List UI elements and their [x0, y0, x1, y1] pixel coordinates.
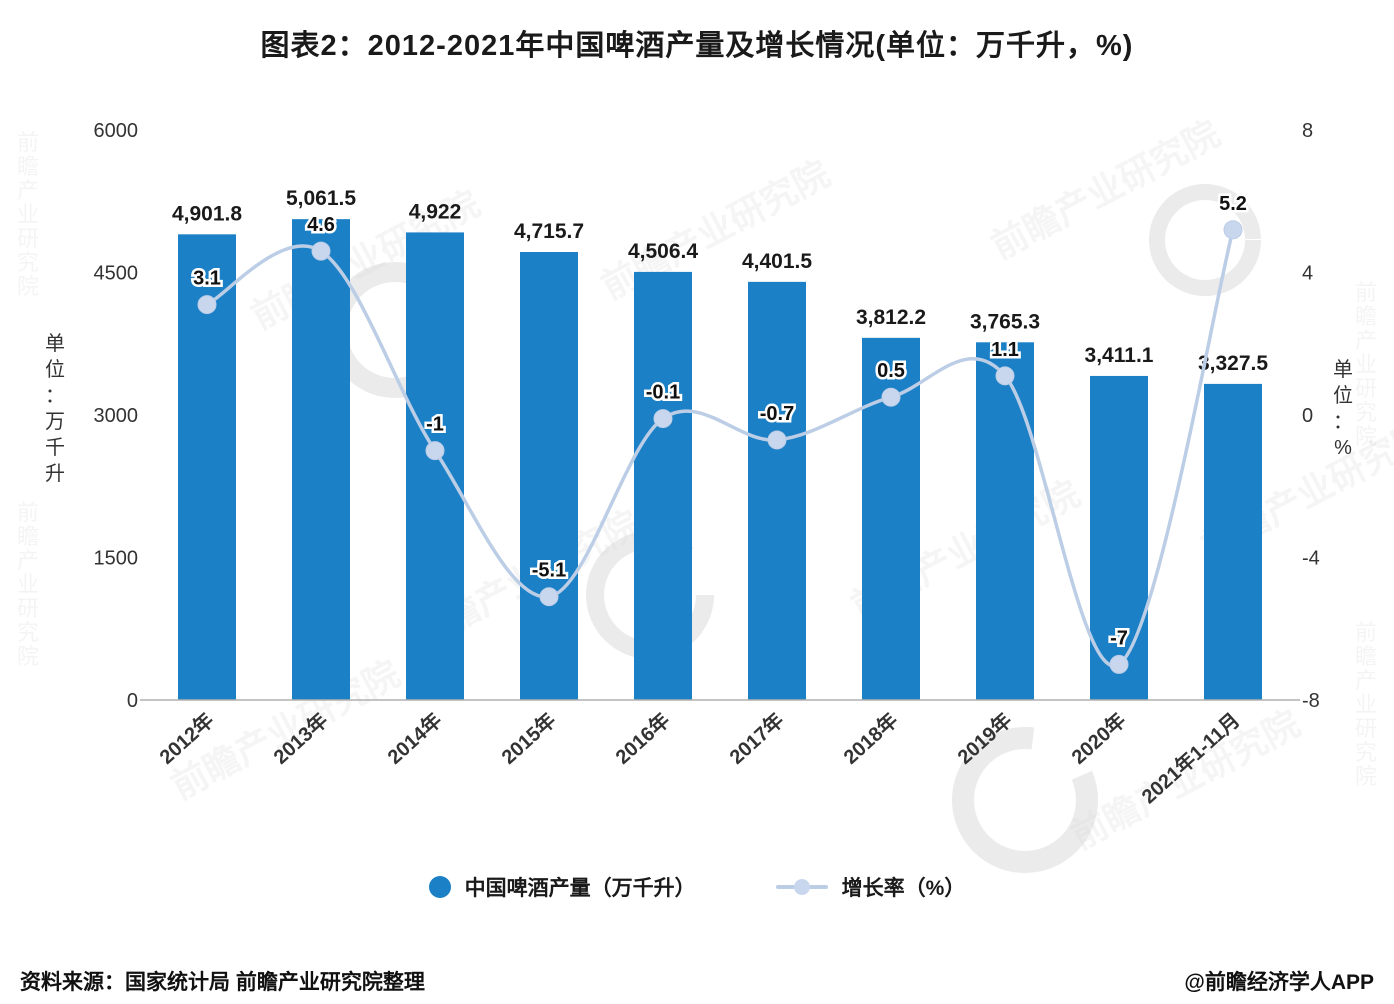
- bar: [976, 342, 1034, 700]
- line-value-label: 0.5: [877, 360, 905, 382]
- right-axis-tick-label: -8: [1302, 690, 1320, 712]
- left-axis-tick-label: 6000: [94, 120, 139, 142]
- bar-series: 4,901.8 5,061.5 4,922 4,715.7 4,506.4 4,401.5…: [172, 187, 1268, 701]
- x-axis-tick-label: 2018年: [838, 708, 902, 769]
- footer: 资料来源：国家统计局 前瞻产业研究院整理 @前瞻经济学人APP: [0, 966, 1394, 996]
- watermark-text: 前瞻产业研究院: [1355, 620, 1377, 789]
- line-value-label: -7: [1110, 627, 1128, 649]
- line-series-swatch-icon: [775, 879, 828, 895]
- bar: [520, 252, 578, 701]
- line-value-label: 1.1: [991, 339, 1019, 361]
- watermark-text: 前瞻产业研究院: [17, 500, 39, 669]
- right-axis-tick-label: -4: [1302, 548, 1320, 570]
- line-value-label: -5.1: [532, 560, 566, 582]
- left-axis-tick-label: 0: [127, 690, 138, 712]
- bar: [1090, 375, 1148, 700]
- line-point: [311, 241, 331, 261]
- left-axis-tick-label: 1500: [94, 548, 139, 570]
- line-value-label: -0.1: [646, 382, 680, 404]
- line-value-label: -0.7: [760, 403, 794, 425]
- line-value-label: -1: [426, 414, 444, 436]
- bar-series-swatch-icon: [428, 876, 451, 898]
- watermark-text: 前瞻产业研究院: [1355, 280, 1377, 449]
- watermark-logo-icon: [952, 727, 1098, 873]
- right-axis-tick-label: 0: [1302, 405, 1313, 427]
- right-axis-title: 单位：%: [1333, 358, 1353, 459]
- bar-value-label: 3,765.3: [970, 310, 1040, 333]
- legend: 中国啤酒产量（万千升） 增长率（%）: [0, 872, 1394, 902]
- line-marker-icon: [793, 879, 810, 895]
- left-axis-tick-label: 3000: [94, 405, 139, 427]
- line-series: 3.1 4.6 -1 -5.1 -0.1 -0.7 0.5 1.1 -7 5.2: [191, 190, 1249, 674]
- line-value-label: 4.6: [307, 214, 335, 236]
- legend-item-production: 中国啤酒产量（万千升）: [428, 872, 696, 902]
- x-axis-tick-label: 2014年: [382, 708, 446, 769]
- bar-value-label: 4,506.4: [628, 240, 698, 263]
- right-axis-tick-label: 8: [1302, 120, 1313, 142]
- bar-value-label: 3,812.2: [856, 306, 926, 329]
- right-axis-tick-label: 4: [1302, 263, 1313, 285]
- legend-item-growth: 增长率（%）: [775, 872, 966, 902]
- x-axis-tick-label: 2020年: [1066, 708, 1130, 769]
- bar-value-label: 5,061.5: [286, 187, 356, 210]
- line-point: [995, 366, 1015, 386]
- credit-text: @前瞻经济学人APP: [1184, 971, 1374, 994]
- line-point: [881, 387, 901, 407]
- legend-label-growth: 增长率（%）: [841, 877, 966, 900]
- bar: [1204, 383, 1262, 700]
- bar: [634, 271, 692, 700]
- line-point: [197, 295, 217, 315]
- bar: [292, 219, 350, 700]
- line-point: [539, 587, 559, 607]
- line-point: [767, 430, 787, 450]
- watermark-text: 前瞻产业研究院: [17, 130, 39, 299]
- x-axis-tick-label: 2015年: [496, 708, 560, 769]
- bar-value-label: 4,401.5: [742, 250, 812, 273]
- bar-value-label: 4,901.8: [172, 202, 242, 225]
- bar-value-label: 4,922: [409, 200, 462, 223]
- bar: [406, 232, 464, 700]
- x-axis-tick-label: 2017年: [724, 708, 788, 769]
- bar-value-label: 3,411.1: [1085, 344, 1154, 367]
- line-point: [1223, 220, 1243, 240]
- legend-label-production: 中国啤酒产量（万千升）: [464, 877, 696, 900]
- source-text: 资料来源：国家统计局 前瞻产业研究院整理: [20, 971, 425, 994]
- watermark-logo-icon: [1149, 184, 1261, 296]
- line-point: [653, 409, 673, 429]
- left-axis-title: 单位：万千升: [45, 332, 65, 485]
- left-axis-tick-label: 4500: [94, 263, 139, 285]
- bar-value-label: 4,715.7: [514, 220, 584, 243]
- chart-title: 图表2：2012-2021年中国啤酒产量及增长情况(单位：万千升，%): [260, 30, 1134, 62]
- x-axis-tick-label: 2016年: [610, 708, 674, 769]
- line-value-label: 3.1: [193, 268, 221, 290]
- line-point: [425, 441, 445, 461]
- line-point: [1109, 654, 1129, 674]
- bar: [748, 281, 806, 700]
- bar-value-label: 3,327.5: [1198, 352, 1268, 375]
- line-value-label: 5.2: [1219, 193, 1247, 215]
